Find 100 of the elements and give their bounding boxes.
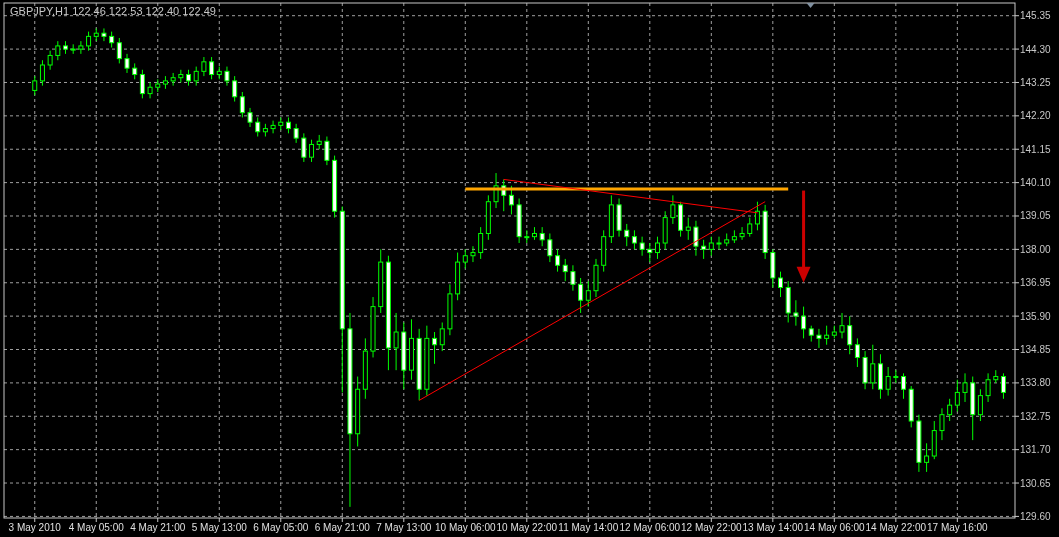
- y-tick-label: 134.85: [1020, 344, 1052, 356]
- x-tick-label: 12 May 06:00: [619, 522, 681, 533]
- candlestick: [293, 123, 299, 144]
- x-tick-label: 17 May 16:00: [927, 522, 989, 533]
- candlestick: [885, 366, 891, 397]
- candlestick: [47, 50, 53, 71]
- candlestick: [147, 81, 153, 99]
- candlestick: [547, 232, 553, 263]
- candlestick: [39, 59, 45, 87]
- candlestick: [647, 242, 653, 263]
- candlestick: [839, 312, 845, 339]
- candlestick: [977, 388, 983, 422]
- candlestick: [854, 337, 860, 368]
- candlestick: [324, 136, 330, 166]
- candlestick: [655, 236, 660, 260]
- x-tick-label: 14 May 06:00: [804, 522, 866, 533]
- y-tick-label: 133.80: [1020, 377, 1052, 389]
- x-tick-label: 5 May 13:00: [191, 522, 248, 533]
- candlestick: [578, 277, 584, 314]
- candlestick: [716, 236, 722, 250]
- candlestick: [924, 442, 930, 473]
- y-tick-label: 136.95: [1020, 277, 1052, 289]
- candlestick: [747, 217, 753, 238]
- candlestick: [209, 56, 215, 80]
- candlestick: [470, 245, 476, 263]
- candlestick: [947, 398, 953, 422]
- y-tick-label: 129.60: [1020, 510, 1052, 522]
- y-tick-label: 139.05: [1020, 210, 1052, 222]
- candlestick: [124, 53, 130, 74]
- candlestick: [570, 264, 576, 292]
- candlestick: [539, 226, 545, 247]
- x-tick-label: 12 May 22:00: [681, 522, 743, 533]
- candlestick: [301, 132, 307, 163]
- candlestick: [870, 344, 876, 390]
- candlestick: [701, 239, 707, 260]
- candlestick: [793, 299, 799, 327]
- candlestick: [670, 194, 676, 225]
- x-tick-label: 14 May 22:00: [865, 522, 927, 533]
- y-tick-label: 143.25: [1020, 76, 1052, 88]
- candlestick: [693, 220, 699, 257]
- candlestick: [962, 372, 968, 403]
- candlestick: [739, 226, 745, 241]
- candlestick: [754, 201, 760, 231]
- y-tick-label: 130.65: [1020, 477, 1052, 489]
- candlestick: [985, 372, 991, 403]
- x-tick-label: 11 May 14:00: [558, 522, 619, 533]
- candlestick: [32, 75, 38, 96]
- candlestick: [824, 325, 830, 346]
- candlestick: [801, 306, 807, 339]
- y-tick-label: 132.75: [1020, 410, 1052, 422]
- x-tick-label: 4 May 05:00: [68, 522, 125, 533]
- candlestick: [439, 321, 445, 352]
- candlestick: [631, 229, 637, 250]
- candlestick: [139, 69, 145, 99]
- y-tick-label: 138.00: [1020, 243, 1052, 255]
- candlestick: [270, 120, 276, 134]
- candlestick: [239, 91, 245, 118]
- y-tick-label: 135.90: [1020, 310, 1052, 322]
- x-tick-label: 4 May 21:00: [130, 522, 186, 533]
- candlestick: [55, 40, 61, 61]
- y-tick-label: 140.10: [1020, 177, 1052, 189]
- y-tick-label: 131.70: [1020, 444, 1052, 456]
- candlestick: [170, 72, 176, 87]
- candlestick: [193, 66, 199, 87]
- chart-title: GBPJPY,H1 122.46 122.53 122.40 122.49: [10, 5, 216, 17]
- candlestick: [1000, 372, 1006, 400]
- candlestick: [778, 271, 784, 298]
- candlestick: [624, 223, 630, 247]
- candlestick: [508, 185, 514, 215]
- y-tick-label: 145.35: [1020, 10, 1052, 22]
- candlestick: [816, 328, 822, 349]
- candlestick: [224, 66, 230, 87]
- y-tick-label: 144.30: [1020, 43, 1052, 55]
- y-tick-label: 141.15: [1020, 143, 1052, 155]
- candlestick: [201, 56, 207, 77]
- candlestick: [393, 312, 399, 371]
- y-tick-label: 142.20: [1020, 110, 1052, 122]
- candlestick: [939, 407, 945, 441]
- candlestick: [954, 379, 960, 412]
- x-tick-label: 7 May 13:00: [376, 522, 432, 533]
- candlestick: [555, 248, 561, 273]
- candlestick: [432, 331, 438, 365]
- candlestick: [86, 31, 92, 52]
- candlestick: [639, 236, 645, 257]
- candlestick: [708, 236, 714, 257]
- candlestick: [901, 372, 907, 400]
- x-tick-label: 3 May 2010: [8, 522, 62, 533]
- x-tick-label: 10 May 06:00: [434, 522, 497, 533]
- candlestick: [478, 226, 484, 260]
- candlestick: [462, 248, 468, 269]
- candlestick: [309, 139, 315, 163]
- candlestick: [585, 280, 591, 308]
- x-tick-label: 6 May 21:00: [314, 522, 371, 533]
- candlestick: [78, 40, 84, 55]
- candlestick: [247, 107, 253, 128]
- candlestick: [847, 315, 853, 355]
- x-tick-label: 10 May 22:00: [496, 522, 558, 533]
- candlestick: [116, 37, 122, 64]
- candlestick: [232, 75, 238, 103]
- candlestick: [685, 217, 691, 241]
